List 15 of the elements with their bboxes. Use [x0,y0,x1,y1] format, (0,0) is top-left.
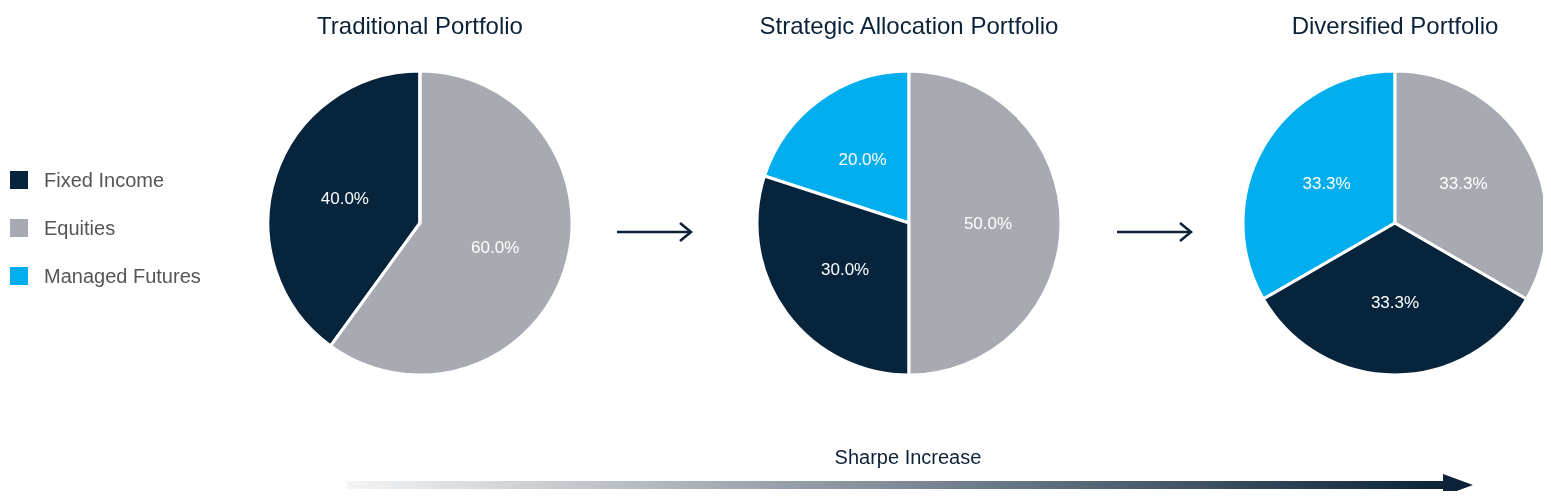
data-label: 20.0% [838,149,887,169]
data-label: 33.3% [1439,174,1488,193]
data-label: 60.0% [471,237,520,257]
legend-label: Equities [44,216,116,240]
chart-title: Diversified Portfolio [1291,11,1499,39]
data-label: 30.0% [820,259,870,279]
data-label: 33.3% [1370,292,1420,312]
data-label: 40.0% [320,189,369,209]
chart-title: Traditional Portfolio [317,11,523,39]
chart-title: Strategic Allocation Portfolio [759,11,1059,39]
data-label: 33.3% [1302,174,1351,193]
data-label: 50.0% [963,213,1013,233]
legend-label: Managed Futures [44,264,201,288]
legend-label: Fixed Income [44,168,165,192]
text: Sharpe Increase [833,446,983,469]
